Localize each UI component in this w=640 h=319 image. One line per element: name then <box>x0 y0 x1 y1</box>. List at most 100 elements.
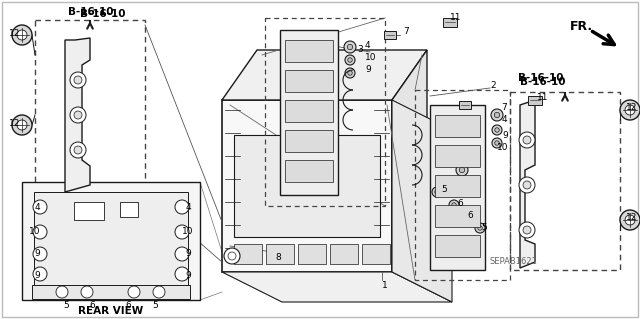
Circle shape <box>153 286 165 298</box>
Polygon shape <box>392 50 427 272</box>
Circle shape <box>175 247 189 261</box>
Circle shape <box>74 146 82 154</box>
Circle shape <box>620 100 640 120</box>
Text: 2: 2 <box>490 80 496 90</box>
Circle shape <box>461 210 471 220</box>
Circle shape <box>435 190 439 194</box>
Text: 6: 6 <box>125 300 131 309</box>
Text: 11: 11 <box>537 93 548 102</box>
Circle shape <box>492 138 502 148</box>
Circle shape <box>523 136 531 144</box>
Circle shape <box>175 200 189 214</box>
Circle shape <box>477 226 483 230</box>
Circle shape <box>70 142 86 158</box>
Text: FR.: FR. <box>570 19 593 33</box>
Text: 4: 4 <box>365 41 371 50</box>
Polygon shape <box>520 100 535 268</box>
Circle shape <box>449 200 459 210</box>
Circle shape <box>128 286 140 298</box>
Circle shape <box>432 187 442 197</box>
Bar <box>234 244 262 264</box>
Bar <box>510 92 620 270</box>
Text: 11: 11 <box>451 13 461 23</box>
Circle shape <box>345 55 355 65</box>
Text: 9: 9 <box>185 249 191 258</box>
Bar <box>280 30 338 195</box>
Circle shape <box>74 76 82 84</box>
Bar <box>285 130 333 152</box>
Circle shape <box>175 267 189 281</box>
Text: 5: 5 <box>152 300 158 309</box>
Bar <box>435 235 480 257</box>
Bar <box>35 20 145 195</box>
Bar <box>435 205 480 227</box>
Circle shape <box>70 72 86 88</box>
Circle shape <box>475 223 485 233</box>
Circle shape <box>491 109 503 121</box>
Circle shape <box>12 115 32 135</box>
Text: 5: 5 <box>63 300 69 309</box>
Circle shape <box>495 141 499 145</box>
Circle shape <box>519 222 535 238</box>
Circle shape <box>56 286 68 298</box>
Text: 12: 12 <box>627 103 637 113</box>
Polygon shape <box>65 38 90 192</box>
Text: B-16-10: B-16-10 <box>68 7 113 17</box>
Text: 10: 10 <box>29 227 41 236</box>
Text: 7: 7 <box>501 103 507 113</box>
Circle shape <box>519 177 535 193</box>
Text: 3: 3 <box>357 46 363 55</box>
Bar <box>430 105 485 270</box>
Text: B-16-10: B-16-10 <box>80 9 125 19</box>
Polygon shape <box>222 272 452 302</box>
Text: 9: 9 <box>185 271 191 279</box>
Text: SEPAB1621: SEPAB1621 <box>490 257 538 266</box>
Circle shape <box>495 128 499 132</box>
Bar <box>384 31 396 39</box>
Bar <box>285 100 333 122</box>
Bar <box>34 192 188 288</box>
Bar <box>528 96 542 105</box>
Bar <box>443 18 457 27</box>
Text: 12: 12 <box>10 28 20 38</box>
Circle shape <box>523 226 531 234</box>
Bar <box>120 202 138 217</box>
Circle shape <box>33 267 47 281</box>
Text: 10: 10 <box>182 227 194 236</box>
Circle shape <box>348 58 352 62</box>
Text: 5: 5 <box>481 224 487 233</box>
Bar <box>222 100 392 272</box>
Circle shape <box>74 111 82 119</box>
Circle shape <box>81 286 93 298</box>
Bar <box>32 285 190 299</box>
Text: REAR VIEW: REAR VIEW <box>78 306 143 316</box>
Text: 12: 12 <box>10 118 20 128</box>
Circle shape <box>452 203 456 207</box>
Bar <box>330 244 358 264</box>
Polygon shape <box>392 100 452 302</box>
Circle shape <box>175 225 189 239</box>
Polygon shape <box>222 50 427 100</box>
Circle shape <box>33 225 47 239</box>
Text: 5: 5 <box>441 186 447 195</box>
Circle shape <box>519 132 535 148</box>
Text: 4: 4 <box>34 203 40 211</box>
Circle shape <box>33 200 47 214</box>
Text: 6: 6 <box>89 300 95 309</box>
Bar <box>435 175 480 197</box>
Text: 9: 9 <box>502 131 508 140</box>
Text: 10: 10 <box>497 144 508 152</box>
Circle shape <box>17 30 27 40</box>
Text: 10: 10 <box>365 54 376 63</box>
Bar <box>265 18 385 206</box>
Circle shape <box>70 107 86 123</box>
Bar <box>234 135 380 237</box>
Circle shape <box>17 120 27 130</box>
Text: 6: 6 <box>467 211 473 220</box>
Circle shape <box>12 25 32 45</box>
Circle shape <box>494 112 500 118</box>
Text: 12: 12 <box>627 213 637 222</box>
Bar <box>285 40 333 62</box>
Circle shape <box>345 68 355 78</box>
Bar <box>74 202 104 220</box>
